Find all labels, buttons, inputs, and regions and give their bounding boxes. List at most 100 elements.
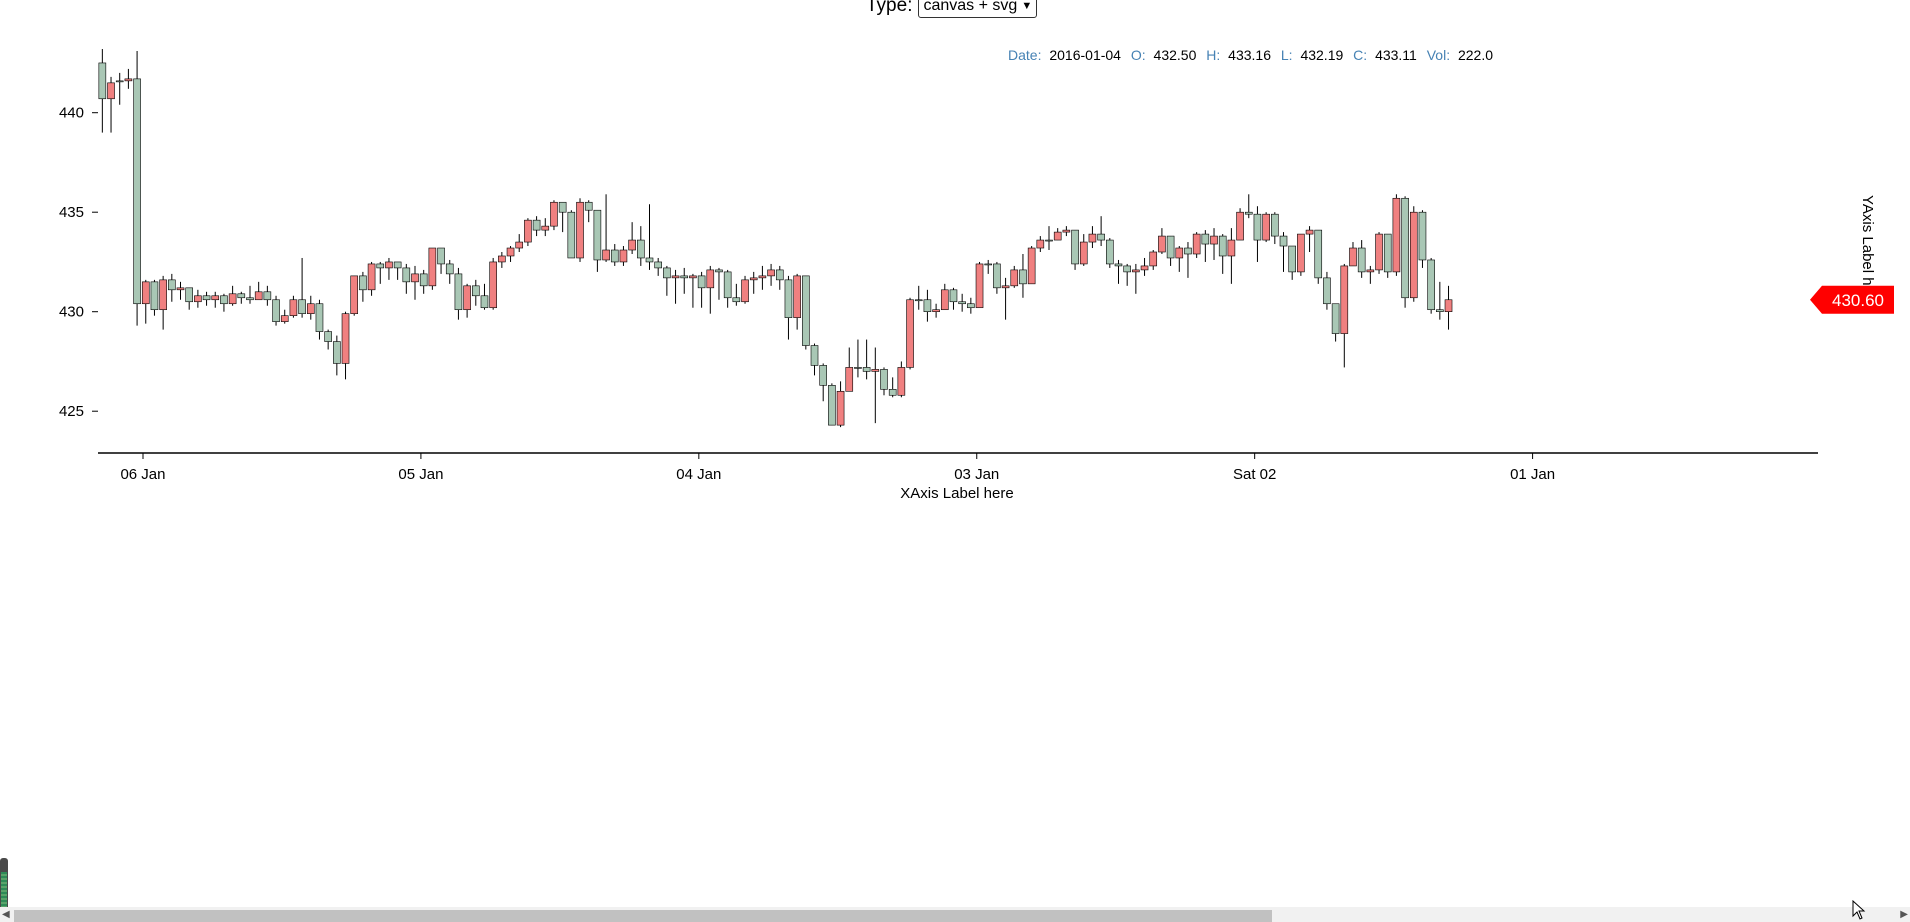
candle-body bbox=[341, 313, 350, 364]
y-axis: 425 430 435 440 bbox=[59, 105, 98, 420]
candle-body bbox=[107, 82, 115, 100]
candle-body bbox=[1166, 235, 1175, 259]
candle bbox=[524, 218, 532, 247]
candle bbox=[923, 289, 932, 322]
candle-body bbox=[1184, 247, 1192, 255]
candle-body bbox=[1210, 235, 1218, 245]
scroll-left-arrow-icon[interactable]: ◀ bbox=[2, 909, 10, 920]
candle-body bbox=[1045, 239, 1053, 242]
candle bbox=[541, 218, 550, 237]
candle bbox=[1288, 245, 1296, 280]
candle-body bbox=[914, 299, 923, 302]
tooltip-open-value: 432.50 bbox=[1154, 47, 1197, 63]
tooltip-low-value: 432.19 bbox=[1300, 47, 1343, 63]
type-select[interactable]: canvas + svg ▼ bbox=[918, 0, 1038, 18]
side-drag-handle[interactable] bbox=[0, 858, 8, 920]
candle bbox=[246, 285, 254, 304]
candle bbox=[393, 261, 402, 280]
candle bbox=[958, 293, 966, 312]
candle bbox=[1262, 212, 1270, 243]
candle bbox=[1175, 246, 1184, 272]
candle bbox=[367, 261, 376, 296]
candle-body bbox=[237, 293, 246, 299]
x-axis: 06 Jan 05 Jan 04 Jan 03 Jan Sat 02 01 Jan bbox=[98, 452, 1818, 483]
candle bbox=[680, 267, 689, 294]
y-tick-label: 425 bbox=[59, 403, 84, 420]
candle-body bbox=[133, 78, 141, 305]
candle-body bbox=[880, 369, 888, 390]
candle bbox=[1331, 303, 1340, 342]
candle-body bbox=[836, 390, 845, 426]
candle bbox=[428, 247, 437, 290]
candle-body bbox=[1262, 213, 1270, 241]
candle-body bbox=[1323, 277, 1331, 305]
candle bbox=[471, 279, 480, 306]
candle bbox=[1392, 194, 1401, 276]
candle bbox=[280, 309, 289, 324]
candle bbox=[1088, 226, 1097, 249]
candle-body bbox=[1236, 211, 1244, 241]
candle bbox=[1210, 228, 1218, 260]
candle bbox=[715, 267, 723, 300]
candle bbox=[168, 273, 176, 302]
candle bbox=[949, 287, 958, 310]
candle bbox=[1192, 232, 1201, 258]
candle-body bbox=[793, 275, 801, 318]
candle bbox=[1297, 233, 1305, 276]
candle bbox=[1123, 263, 1131, 286]
candle-body bbox=[428, 247, 437, 287]
candle-body bbox=[463, 285, 471, 311]
candle-body bbox=[1106, 239, 1114, 265]
candle-body bbox=[854, 367, 862, 369]
candle bbox=[1305, 226, 1314, 252]
candle-body bbox=[1297, 233, 1305, 273]
candle-body bbox=[1383, 233, 1392, 273]
scrollbar-thumb[interactable] bbox=[14, 910, 1272, 922]
candle-body bbox=[819, 365, 827, 386]
candle bbox=[419, 269, 428, 294]
candle bbox=[1114, 259, 1123, 284]
candle bbox=[263, 285, 272, 306]
candle bbox=[888, 377, 897, 398]
candle bbox=[802, 275, 810, 350]
candle bbox=[272, 295, 280, 326]
candle-body bbox=[1140, 265, 1149, 271]
candle-body bbox=[663, 267, 671, 279]
candle bbox=[932, 303, 940, 318]
candle bbox=[1184, 242, 1192, 278]
tooltip-open-key: O: bbox=[1131, 47, 1146, 63]
candle bbox=[107, 76, 115, 133]
candle-body bbox=[1010, 269, 1019, 287]
candle bbox=[689, 273, 697, 308]
candle bbox=[376, 261, 385, 284]
tooltip-vol-key: Vol: bbox=[1427, 47, 1450, 63]
candle bbox=[437, 247, 445, 274]
candle bbox=[254, 281, 263, 301]
candle bbox=[1201, 230, 1210, 262]
candle bbox=[1383, 233, 1392, 278]
candle-body bbox=[1053, 231, 1062, 241]
tooltip-low-key: L: bbox=[1281, 47, 1293, 63]
candle-body bbox=[1331, 303, 1340, 334]
candle bbox=[1253, 206, 1262, 262]
candle-body bbox=[541, 225, 550, 231]
candle bbox=[445, 259, 454, 284]
candle bbox=[836, 381, 845, 428]
candle-body bbox=[993, 263, 1001, 289]
scroll-right-arrow-icon[interactable]: ▶ bbox=[1900, 909, 1908, 920]
candle-body bbox=[645, 257, 654, 263]
candle-body bbox=[1123, 265, 1131, 273]
candle bbox=[141, 279, 150, 324]
candle bbox=[1340, 263, 1349, 368]
candle-body bbox=[619, 249, 628, 263]
candle-body bbox=[1418, 211, 1427, 261]
candle-body bbox=[176, 287, 185, 291]
candle bbox=[515, 234, 524, 252]
horizontal-scrollbar[interactable]: ◀ ▶ bbox=[0, 907, 1910, 922]
candle bbox=[1418, 210, 1427, 268]
candle bbox=[1010, 265, 1019, 288]
candle bbox=[940, 283, 949, 311]
tooltip-high-key: H: bbox=[1206, 47, 1220, 63]
candle-body bbox=[532, 219, 541, 231]
